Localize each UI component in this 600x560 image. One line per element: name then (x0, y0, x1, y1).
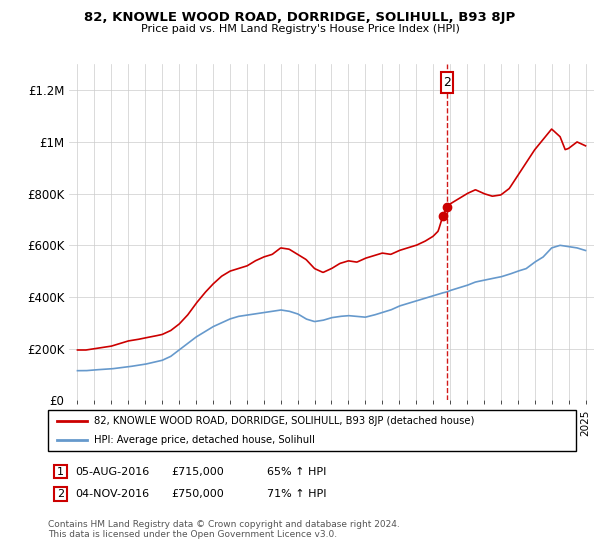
Text: 65% ↑ HPI: 65% ↑ HPI (267, 466, 326, 477)
FancyBboxPatch shape (441, 72, 453, 94)
Text: Contains HM Land Registry data © Crown copyright and database right 2024.
This d: Contains HM Land Registry data © Crown c… (48, 520, 400, 539)
Text: 04-NOV-2016: 04-NOV-2016 (75, 489, 149, 499)
Text: £715,000: £715,000 (171, 466, 224, 477)
Text: 1: 1 (57, 466, 64, 477)
Text: 2: 2 (443, 76, 451, 89)
Text: Price paid vs. HM Land Registry's House Price Index (HPI): Price paid vs. HM Land Registry's House … (140, 24, 460, 34)
Text: 2: 2 (57, 489, 64, 499)
Text: 82, KNOWLE WOOD ROAD, DORRIDGE, SOLIHULL, B93 8JP (detached house): 82, KNOWLE WOOD ROAD, DORRIDGE, SOLIHULL… (94, 417, 475, 426)
Text: 82, KNOWLE WOOD ROAD, DORRIDGE, SOLIHULL, B93 8JP: 82, KNOWLE WOOD ROAD, DORRIDGE, SOLIHULL… (85, 11, 515, 24)
Text: 71% ↑ HPI: 71% ↑ HPI (267, 489, 326, 499)
Text: 05-AUG-2016: 05-AUG-2016 (75, 466, 149, 477)
Text: HPI: Average price, detached house, Solihull: HPI: Average price, detached house, Soli… (94, 435, 315, 445)
Text: £750,000: £750,000 (171, 489, 224, 499)
